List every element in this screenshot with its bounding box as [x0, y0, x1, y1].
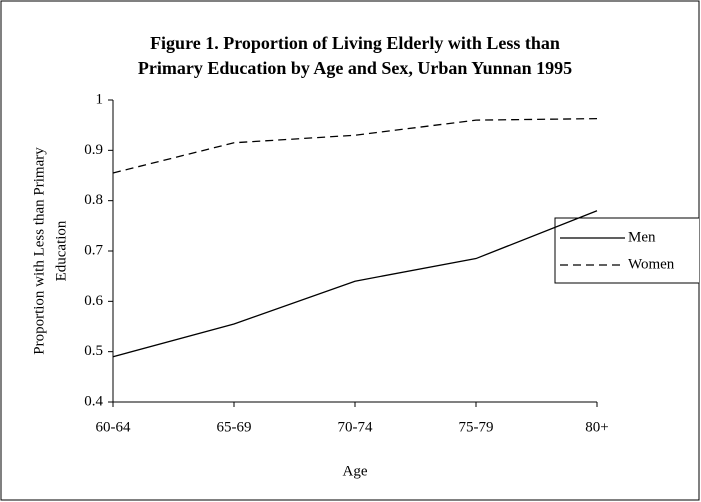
series-line	[112, 117, 598, 174]
legend-label: Men	[628, 229, 656, 245]
x-axis-label: Age	[343, 463, 368, 479]
y-tick-label: 0.4	[84, 393, 103, 409]
chart-title: Primary Education by Age and Sex, Urban …	[138, 58, 572, 78]
legend: Men Women	[554, 217, 699, 284]
y-tick-label: 0.7	[84, 242, 103, 258]
x-tick-label: 70-74	[338, 419, 373, 435]
x-tick-label: 75-79	[459, 419, 494, 435]
y-axis-label-line: Education	[53, 220, 69, 281]
y-axis-label: Proportion with Less than Primary Educat…	[31, 147, 69, 355]
x-tick-label: 65-69	[217, 419, 252, 435]
chart-title: Figure 1. Proportion of Living Elderly w…	[150, 33, 560, 53]
x-tick-label: 60-64	[96, 419, 131, 435]
y-tick-label: 0.5	[84, 343, 103, 359]
x-tick-label: 80+	[585, 419, 608, 435]
y-tick-label: 0.6	[84, 293, 103, 309]
legend-box	[554, 217, 699, 284]
y-axis-label-line: Proportion with Less than Primary	[31, 147, 47, 355]
y-tick-label: 0.8	[84, 192, 103, 208]
legend-label: Women	[628, 256, 675, 272]
y-tick-label: 1	[96, 91, 104, 107]
y-tick-label: 0.9	[84, 142, 103, 158]
series-line	[112, 210, 598, 358]
